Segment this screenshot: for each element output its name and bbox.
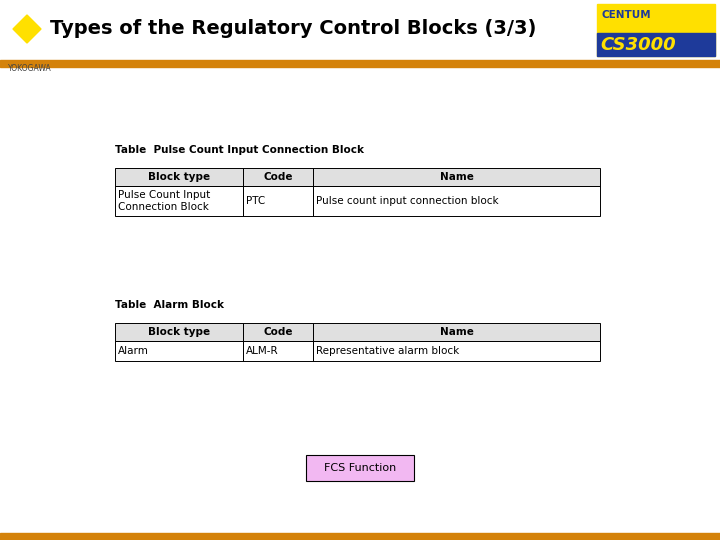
Text: Alarm: Alarm <box>118 346 149 356</box>
Bar <box>115 323 600 341</box>
Polygon shape <box>13 15 41 43</box>
Text: CENTUM: CENTUM <box>601 10 651 21</box>
Bar <box>115 168 243 186</box>
Text: Pulse count input connection block: Pulse count input connection block <box>316 196 499 206</box>
Bar <box>313 341 600 361</box>
Text: Types of the Regulatory Control Blocks (3/3): Types of the Regulatory Control Blocks (… <box>50 19 536 38</box>
Bar <box>313 186 600 216</box>
Text: ALM-R: ALM-R <box>246 346 279 356</box>
Bar <box>313 168 600 186</box>
Bar <box>313 323 600 341</box>
Bar <box>0 0 720 60</box>
Text: Name: Name <box>440 327 474 337</box>
Text: Name: Name <box>440 172 474 182</box>
Text: Representative alarm block: Representative alarm block <box>316 346 459 356</box>
Bar <box>115 323 243 341</box>
Bar <box>306 455 414 481</box>
Text: FCS Function: FCS Function <box>324 463 396 473</box>
Bar <box>115 341 243 361</box>
Bar <box>597 4 715 56</box>
Bar <box>597 33 715 56</box>
Text: Code: Code <box>264 327 293 337</box>
Bar <box>243 323 313 341</box>
Text: Block type: Block type <box>148 172 210 182</box>
Text: CS3000: CS3000 <box>600 36 675 53</box>
Text: Table  Pulse Count Input Connection Block: Table Pulse Count Input Connection Block <box>115 145 364 155</box>
Text: Table  Alarm Block: Table Alarm Block <box>115 300 224 310</box>
Text: Block type: Block type <box>148 327 210 337</box>
Text: PTC: PTC <box>246 196 265 206</box>
Text: Code: Code <box>264 172 293 182</box>
Bar <box>115 186 243 216</box>
Bar <box>243 341 313 361</box>
Bar <box>243 186 313 216</box>
Text: YOKOGAWA: YOKOGAWA <box>8 64 52 73</box>
Text: Pulse Count Input
Connection Block: Pulse Count Input Connection Block <box>118 190 210 212</box>
Bar <box>0 533 720 540</box>
Bar <box>115 168 600 186</box>
Bar <box>243 168 313 186</box>
Bar <box>0 60 720 67</box>
